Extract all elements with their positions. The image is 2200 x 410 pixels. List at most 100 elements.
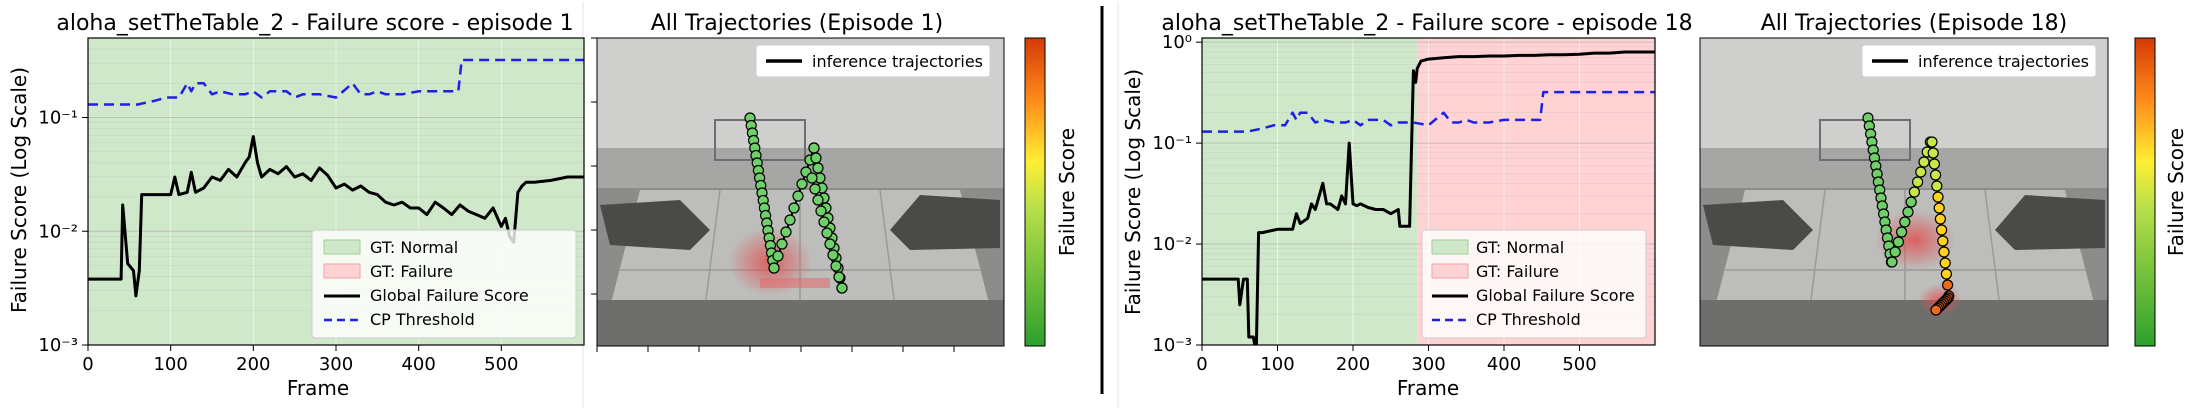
trajectory-panel-episode-18: All Trajectories (Episode 18) inference …	[1699, 11, 2188, 347]
legend-swatch-normal	[1431, 239, 1469, 255]
x-axis-label: Frame	[1397, 376, 1459, 400]
trajectory-legend: inference trajectories	[1861, 44, 2097, 78]
trajectory-point	[810, 152, 822, 164]
y-tick-label: 10⁻²	[1152, 234, 1192, 255]
legend: GT: Normal GT: Failure Global Failure Sc…	[311, 229, 577, 339]
legend-label-score: Global Failure Score	[1476, 286, 1635, 305]
trajectory-legend-label: inference trajectories	[812, 52, 983, 71]
x-axis-label: Frame	[287, 376, 349, 400]
x-tick-label: 300	[1411, 354, 1445, 375]
trajectory-point	[1889, 246, 1901, 258]
x-tick-label: 0	[82, 354, 93, 375]
chart-title: aloha_setTheTable_2 - Failure score - ep…	[56, 11, 573, 36]
colorbar-label: Failure Score	[2164, 128, 2188, 256]
legend-swatch-failure	[1431, 263, 1469, 279]
image-frame	[1699, 37, 2109, 347]
x-tick-label: 300	[319, 354, 353, 375]
trajectory-point	[1937, 235, 1949, 247]
trajectory-point	[1902, 206, 1914, 218]
trajectory-panel-episode-1: All Trajectories (Episode 1)	[591, 11, 1079, 352]
trajectory-point	[809, 183, 821, 195]
chart-title: aloha_setTheTable_2 - Failure score - ep…	[1161, 11, 1692, 36]
trajectory-point	[1911, 176, 1924, 188]
legend-label-failure: GT: Failure	[1476, 262, 1559, 281]
trajectory-point	[776, 238, 788, 250]
trajectory-point	[1928, 158, 1941, 170]
x-tick-label: 200	[1336, 354, 1370, 375]
trajectory-point	[1892, 236, 1905, 248]
legend-label-threshold: CP Threshold	[370, 310, 475, 329]
trajectory-point	[1941, 279, 1954, 291]
trajectory-point	[808, 142, 820, 154]
trajectory-point	[818, 216, 830, 228]
colorbar: Failure Score	[1024, 37, 1079, 347]
trajectory-point	[1926, 136, 1938, 148]
trajectory-point	[1932, 191, 1944, 203]
trajectory-point	[768, 262, 780, 274]
y-axis-label: Failure Score (Log Scale)	[7, 67, 31, 313]
trajectory-point	[1939, 257, 1951, 269]
x-tick-label: 400	[401, 354, 435, 375]
colorbar-label: Failure Score	[1055, 128, 1079, 256]
series-global-failure-score	[88, 135, 584, 298]
trajectory-legend-label: inference trajectories	[1918, 52, 2089, 71]
trajectory-point	[780, 226, 792, 238]
legend-label-threshold: CP Threshold	[1476, 310, 1581, 329]
y-axis-label: Failure Score (Log Scale)	[1121, 69, 1145, 315]
series-global-failure-score	[1202, 50, 1655, 345]
x-tick-label: 500	[484, 354, 518, 375]
trajectory-point	[806, 172, 818, 184]
x-tick-label: 200	[236, 354, 270, 375]
trajectory-point	[1933, 202, 1945, 214]
trajectory-point	[1930, 304, 1942, 316]
trajectory-point	[796, 178, 808, 190]
trajectory-point	[1929, 169, 1942, 181]
y-tick-label: 10⁻³	[38, 335, 78, 356]
trajectory-title: All Trajectories (Episode 18)	[1761, 11, 2068, 36]
scene-image	[1700, 38, 2108, 347]
trajectory-point	[836, 282, 848, 294]
trajectory-point	[812, 162, 824, 174]
trajectory-point	[824, 238, 836, 250]
region-gt-normal	[1202, 38, 1418, 345]
trajectory-title: All Trajectories (Episode 1)	[651, 11, 944, 36]
legend-swatch-failure	[323, 263, 361, 279]
y-tick-label: 10⁰	[1162, 32, 1192, 53]
legend-label-failure: GT: Failure	[370, 262, 453, 281]
trajectory-point	[1931, 180, 1943, 192]
series-cp-threshold	[88, 58, 584, 106]
x-tick-label: 400	[1487, 354, 1521, 375]
y-tick-label: 10⁻¹	[38, 108, 78, 129]
trajectory-point	[812, 194, 824, 206]
trajectory-point	[1938, 246, 1950, 258]
trajectory-point	[830, 260, 842, 272]
legend-label-normal: GT: Normal	[370, 238, 458, 257]
trajectory-point	[1886, 256, 1898, 268]
trajectory-point	[815, 205, 827, 217]
trajectory-point	[792, 190, 804, 202]
y-tick-label: 10⁻²	[38, 221, 78, 242]
trajectory-point	[1940, 268, 1953, 280]
legend-label-normal: GT: Normal	[1476, 238, 1564, 257]
trajectory-point	[1895, 226, 1908, 238]
failure-score-chart-episode-1: aloha_setTheTable_2 - Failure score - ep…	[7, 11, 585, 400]
trajectory-point	[1905, 196, 1917, 208]
trajectory-point	[833, 271, 845, 283]
trajectory-point	[772, 250, 784, 262]
colorbar: Failure Score	[2134, 37, 2188, 347]
trajectory-point	[827, 249, 839, 261]
x-tick-label: 100	[1260, 354, 1294, 375]
trajectory-point	[1934, 213, 1947, 225]
legend-label-score: Global Failure Score	[370, 286, 529, 305]
trajectory-point	[784, 214, 796, 226]
y-tick-label: 10⁻¹	[1152, 133, 1192, 154]
x-tick-label: 500	[1562, 354, 1596, 375]
x-tick-label: 100	[153, 354, 187, 375]
legend: GT: Normal GT: Failure Global Failure Sc…	[1421, 229, 1647, 339]
trajectory-point	[1915, 166, 1927, 178]
trajectory-points	[744, 112, 848, 294]
trajectory-point	[1935, 224, 1948, 236]
x-tick-label: 0	[1196, 354, 1207, 375]
trajectory-point	[1908, 186, 1921, 198]
